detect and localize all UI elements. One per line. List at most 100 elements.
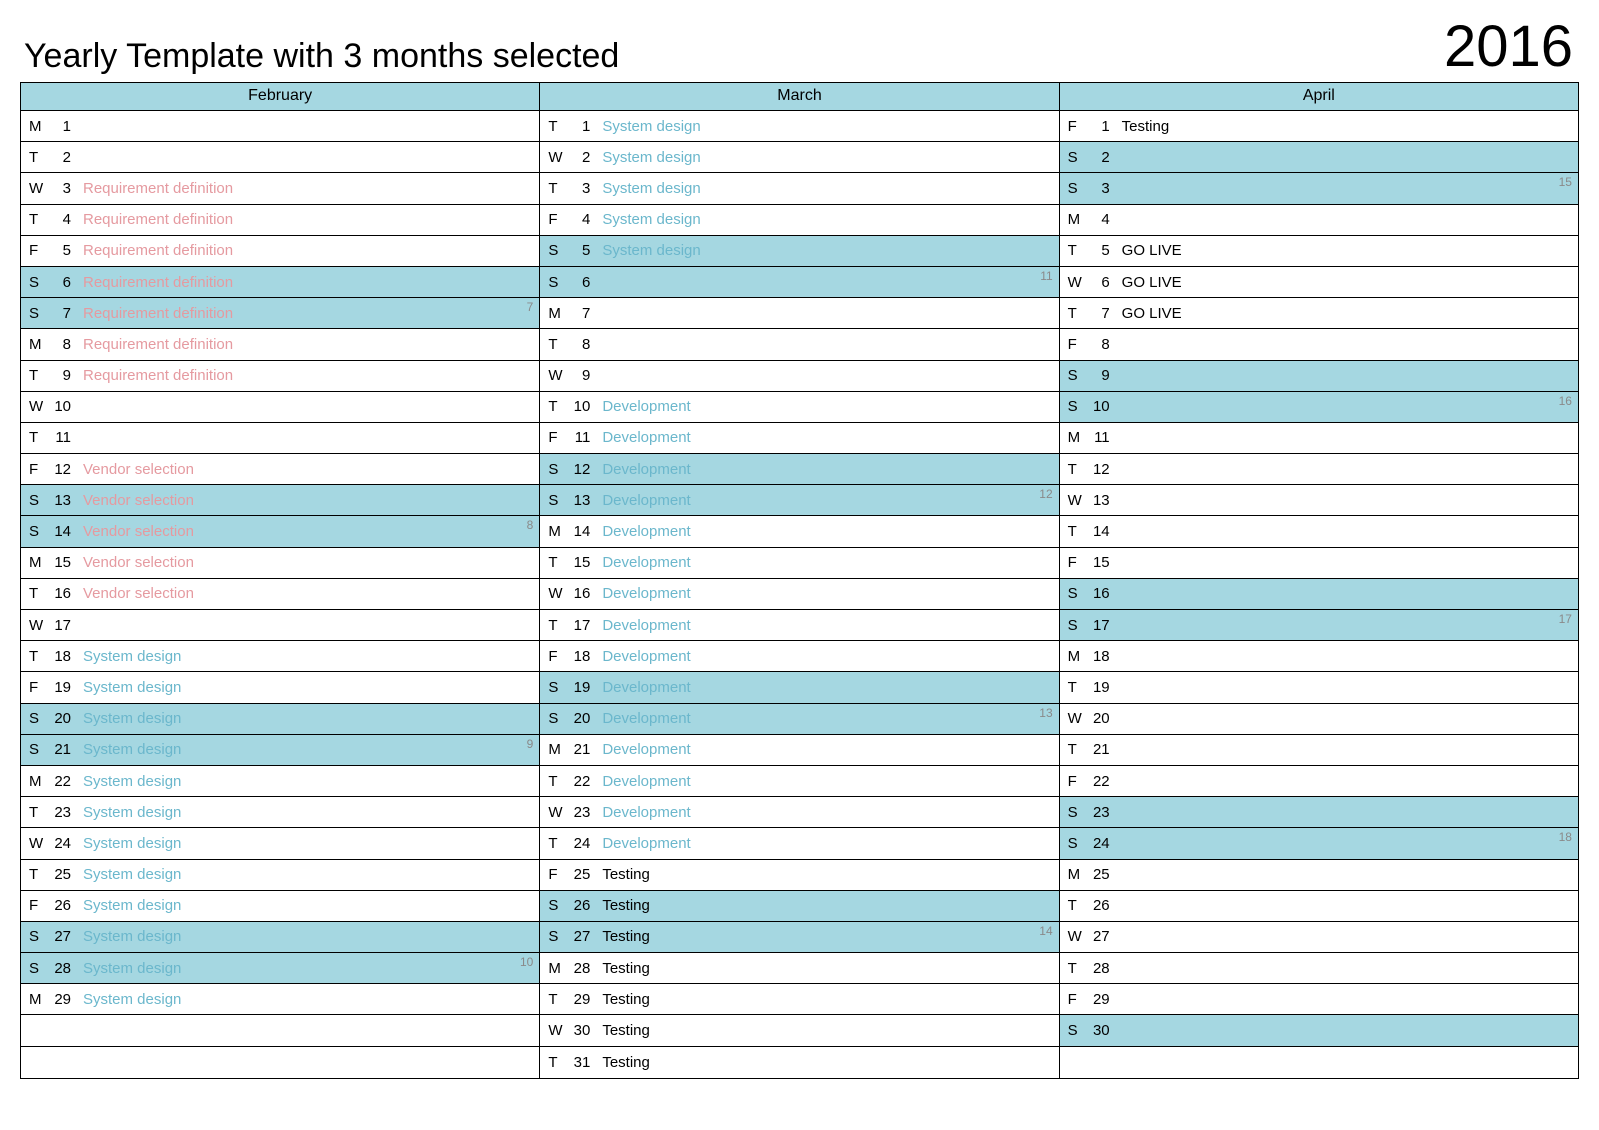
day-row: W2System design	[540, 142, 1058, 173]
day-row: S1016	[1060, 392, 1578, 423]
day-number: 24	[1090, 835, 1114, 852]
day-row: T15Development	[540, 548, 1058, 579]
day-row: T28	[1060, 953, 1578, 984]
day-number: 25	[570, 866, 594, 883]
day-of-week: F	[548, 648, 570, 665]
day-number: 7	[51, 305, 75, 322]
year-label: 2016	[1444, 18, 1579, 76]
day-event: Vendor selection	[75, 492, 533, 509]
day-number: 22	[51, 773, 75, 790]
day-event: System design	[75, 679, 533, 696]
day-event: Requirement definition	[75, 242, 533, 259]
day-number: 29	[570, 991, 594, 1008]
day-event: Development	[594, 741, 1052, 758]
day-row: T8	[540, 329, 1058, 360]
day-number: 19	[1090, 679, 1114, 696]
day-event: Development	[594, 804, 1052, 821]
day-number: 3	[1090, 180, 1114, 197]
day-of-week: W	[29, 835, 51, 852]
day-of-week: S	[1068, 180, 1090, 197]
day-number: 23	[570, 804, 594, 821]
day-of-week: T	[1068, 960, 1090, 977]
day-of-week: W	[1068, 274, 1090, 291]
day-row: F1Testing	[1060, 111, 1578, 142]
day-of-week: T	[29, 585, 51, 602]
day-number: 3	[51, 180, 75, 197]
day-row: F29	[1060, 984, 1578, 1015]
day-number: 26	[1090, 897, 1114, 914]
week-number: 8	[527, 518, 534, 532]
day-number: 17	[1090, 617, 1114, 634]
day-row: S9	[1060, 361, 1578, 392]
day-number: 27	[1090, 928, 1114, 945]
day-number: 7	[1090, 305, 1114, 322]
month-header: April	[1060, 83, 1578, 111]
day-row: S28System design10	[21, 953, 539, 984]
day-of-week: F	[29, 897, 51, 914]
day-row: S2418	[1060, 828, 1578, 859]
day-number: 28	[570, 960, 594, 977]
day-of-week: S	[29, 928, 51, 945]
day-event: Vendor selection	[75, 554, 533, 571]
day-of-week: S	[1068, 149, 1090, 166]
day-of-week: T	[1068, 679, 1090, 696]
day-of-week: W	[548, 149, 570, 166]
day-row: S27Testing14	[540, 922, 1058, 953]
day-of-week: W	[548, 367, 570, 384]
day-number: 2	[1090, 149, 1114, 166]
day-number: 13	[570, 492, 594, 509]
week-number: 12	[1039, 487, 1052, 501]
day-number: 16	[570, 585, 594, 602]
day-event: GO LIVE	[1114, 274, 1572, 291]
day-row: W3Requirement definition	[21, 173, 539, 204]
day-event: Vendor selection	[75, 461, 533, 478]
day-number: 14	[51, 523, 75, 540]
day-number: 27	[570, 928, 594, 945]
day-row: F22	[1060, 766, 1578, 797]
day-number: 7	[570, 305, 594, 322]
day-number: 9	[1090, 367, 1114, 384]
day-of-week: F	[29, 242, 51, 259]
day-row: S315	[1060, 173, 1578, 204]
week-number: 11	[1040, 269, 1052, 283]
day-event: Development	[594, 617, 1052, 634]
day-number: 15	[51, 554, 75, 571]
day-row: S7Requirement definition7	[21, 298, 539, 329]
day-number: 1	[51, 118, 75, 135]
day-row: F5Requirement definition	[21, 236, 539, 267]
page-header: Yearly Template with 3 months selected 2…	[20, 18, 1579, 76]
day-number: 1	[570, 118, 594, 135]
day-number: 6	[51, 274, 75, 291]
day-of-week: T	[548, 773, 570, 790]
day-row: S19Development	[540, 672, 1058, 703]
day-row: F11Development	[540, 423, 1058, 454]
day-row: S26Testing	[540, 891, 1058, 922]
day-of-week: S	[29, 523, 51, 540]
day-event: Development	[594, 835, 1052, 852]
day-of-week: T	[1068, 897, 1090, 914]
day-number: 22	[1090, 773, 1114, 790]
day-event: System design	[594, 180, 1052, 197]
week-number: 9	[527, 737, 534, 751]
day-number: 9	[51, 367, 75, 384]
day-of-week: W	[548, 585, 570, 602]
day-number: 21	[1090, 741, 1114, 758]
week-number: 17	[1559, 612, 1572, 626]
week-number: 18	[1559, 830, 1572, 844]
day-row: F19System design	[21, 672, 539, 703]
day-number: 30	[1090, 1022, 1114, 1039]
day-event: System design	[594, 242, 1052, 259]
day-number: 4	[570, 211, 594, 228]
day-row: S20Development13	[540, 704, 1058, 735]
day-number: 12	[1090, 461, 1114, 478]
day-of-week: M	[29, 773, 51, 790]
day-number: 28	[1090, 960, 1114, 977]
day-number: 15	[1090, 554, 1114, 571]
day-event: Testing	[594, 960, 1052, 977]
day-row: W9	[540, 361, 1058, 392]
day-number: 11	[51, 429, 75, 446]
day-event: System design	[594, 149, 1052, 166]
day-of-week: S	[1068, 617, 1090, 634]
day-event: System design	[75, 991, 533, 1008]
day-row: S2	[1060, 142, 1578, 173]
